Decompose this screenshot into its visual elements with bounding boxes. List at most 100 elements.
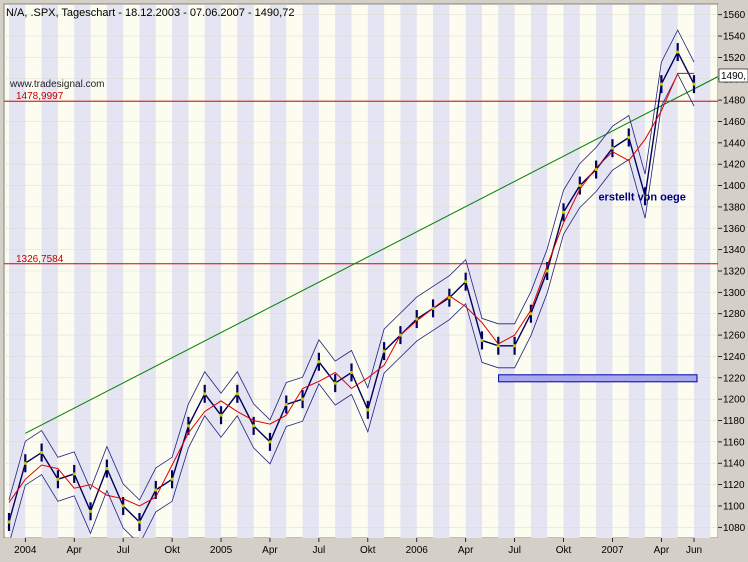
x-tick-label: 2005	[210, 545, 233, 556]
y-tick-label: 1460	[723, 117, 746, 128]
month-band	[367, 5, 385, 538]
data-point	[154, 488, 158, 492]
data-point	[105, 466, 109, 471]
y-tick-label: 1380	[723, 202, 746, 213]
data-point	[23, 461, 27, 465]
month-band	[302, 5, 319, 538]
data-point	[464, 280, 468, 284]
trendline-group	[25, 76, 719, 434]
data-point	[643, 194, 647, 198]
data-point	[676, 50, 680, 54]
price-series	[7, 29, 696, 545]
data-point	[594, 167, 598, 172]
data-point	[431, 306, 435, 310]
x-tick-label: Apr	[654, 545, 670, 556]
grid	[4, 14, 718, 528]
data-point	[610, 146, 615, 150]
month-band	[139, 5, 156, 538]
x-tick-label: Okt	[164, 545, 180, 556]
month-band	[661, 5, 678, 538]
y-tick-label: 1120	[723, 480, 745, 491]
x-tick-label: Jul	[508, 545, 521, 556]
data-point	[398, 333, 403, 337]
data-point	[300, 397, 305, 401]
last-price-text: 1490,	[721, 71, 746, 82]
y-tick-label: 1180	[723, 416, 745, 427]
month-band	[41, 5, 58, 538]
data-point	[137, 520, 142, 524]
y-tick-label: 1340	[723, 245, 746, 256]
x-tick-label: 2006	[406, 545, 429, 556]
h-line-label: 1478,9997	[16, 91, 64, 102]
last-price-box	[718, 68, 748, 83]
data-point	[268, 440, 272, 444]
x-axis-panel	[0, 538, 748, 557]
month-band	[400, 5, 417, 538]
data-point	[529, 312, 533, 316]
data-point	[692, 82, 696, 86]
moving-average-line	[8, 72, 694, 507]
data-point	[186, 424, 191, 428]
y-tick-label: 1480	[723, 96, 746, 107]
data-point	[88, 509, 93, 513]
month-band	[433, 5, 450, 538]
month-band	[204, 5, 222, 538]
data-point	[203, 392, 207, 396]
y-tick-label: 1080	[723, 523, 746, 534]
data-point	[7, 520, 11, 524]
h-line-label: 1326,7584	[16, 254, 64, 265]
x-tick-label: Jul	[312, 545, 325, 556]
data-point	[627, 135, 631, 140]
x-tick-label: 2004	[14, 545, 37, 556]
month-bands	[9, 5, 711, 538]
trendline	[25, 76, 719, 434]
month-band	[269, 5, 287, 538]
month-band	[694, 5, 711, 538]
chart-title: N/A, .SPX, Tageschart - 18.12.2003 - 07.…	[6, 7, 294, 19]
x-tick-label: Jun	[686, 545, 702, 556]
y-tick-label: 1100	[723, 501, 745, 512]
data-point	[480, 338, 484, 343]
y-tick-label: 1220	[723, 373, 746, 384]
data-point	[366, 408, 370, 412]
last-price-label: 1490,	[718, 68, 748, 83]
y-tick-label: 1240	[723, 352, 746, 363]
data-point	[349, 370, 354, 375]
data-point	[382, 349, 386, 353]
month-band	[498, 5, 515, 538]
y-tick-label: 1140	[723, 459, 745, 470]
data-point	[496, 344, 500, 348]
x-tick-label: 2007	[601, 545, 624, 556]
month-band	[563, 5, 580, 538]
data-point	[170, 477, 174, 481]
data-point	[56, 477, 60, 481]
lower-band	[8, 73, 695, 545]
data-point	[447, 296, 451, 300]
data-point	[512, 344, 517, 348]
x-tick-label: Apr	[262, 545, 278, 556]
data-point	[317, 360, 321, 364]
x-tick-label: Jul	[117, 545, 130, 556]
month-band	[530, 5, 548, 538]
month-band	[596, 5, 613, 538]
y-tick-label: 1400	[723, 181, 746, 192]
data-point	[252, 424, 256, 428]
month-band	[465, 5, 482, 538]
month-band	[628, 5, 646, 538]
data-point	[561, 210, 566, 214]
data-point	[578, 183, 582, 188]
month-band	[335, 5, 352, 538]
y-tick-label: 1320	[723, 267, 746, 278]
data-point	[72, 472, 76, 476]
x-tick-label: Apr	[458, 545, 474, 556]
month-band	[9, 5, 26, 538]
data-point	[40, 450, 44, 455]
y-tick-label: 1360	[723, 224, 746, 235]
x-tick-label: Okt	[360, 545, 376, 556]
x-axis: 2004 Apr Jul Okt 2005 Apr Jul Okt 2006 Apr Jul Okt 2…	[14, 538, 702, 556]
annotation: erstellt von oege	[598, 192, 685, 204]
horizontal-lines: 1478,9997 1326,7584	[4, 91, 718, 265]
y-tick-label: 1560	[723, 10, 746, 21]
watermark: www.tradesignal.com	[9, 79, 104, 90]
